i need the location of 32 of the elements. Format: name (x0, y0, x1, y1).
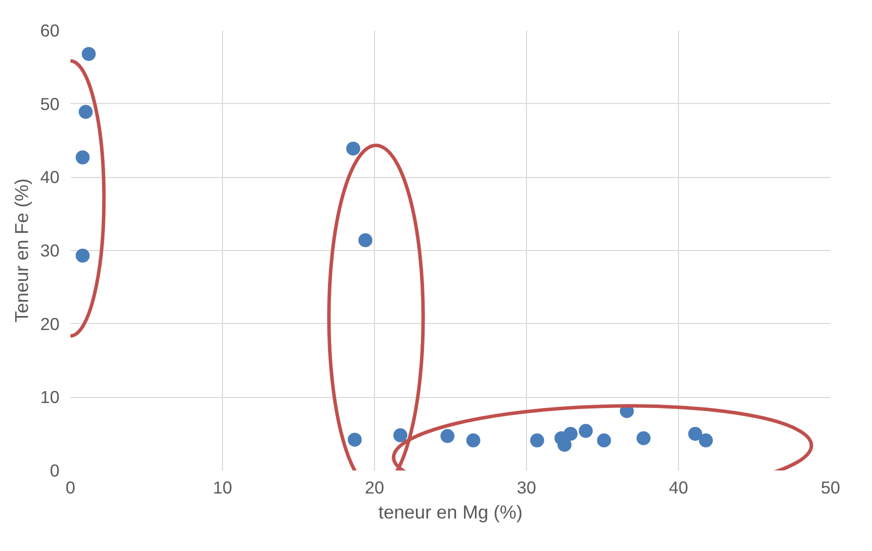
x-tick-label: 30 (516, 478, 536, 498)
point (78, 104, 93, 119)
x-tick-label: 50 (820, 478, 840, 498)
point (76, 150, 90, 164)
point (597, 433, 612, 448)
point (466, 433, 480, 448)
y-tick-label: 60 (40, 20, 60, 40)
point (346, 142, 360, 156)
x-tick-label: 20 (364, 478, 384, 498)
y-tick-label: 10 (40, 387, 60, 408)
y-axis-title: Teneur en Fe (%) (11, 178, 32, 323)
point (578, 424, 593, 438)
x-axis-title: teneur en Mg (%) (378, 502, 523, 522)
x-tick-label: 0 (66, 478, 76, 498)
point (393, 428, 408, 442)
y-tick-label: 20 (40, 314, 60, 334)
point (636, 431, 651, 446)
point (530, 433, 544, 448)
y-tick-label: 0 (50, 460, 60, 480)
y-tick-label: 30 (40, 240, 60, 260)
point (440, 429, 454, 444)
point (698, 433, 713, 448)
x-tick-label: 10 (212, 478, 232, 498)
point (358, 233, 372, 248)
point (348, 432, 362, 447)
x-tick-label: 40 (668, 478, 688, 498)
point (564, 426, 578, 441)
point (76, 248, 90, 263)
point (688, 426, 702, 441)
point (82, 46, 96, 61)
y-tick-label: 50 (40, 94, 60, 114)
y-tick-label: 40 (40, 167, 60, 188)
